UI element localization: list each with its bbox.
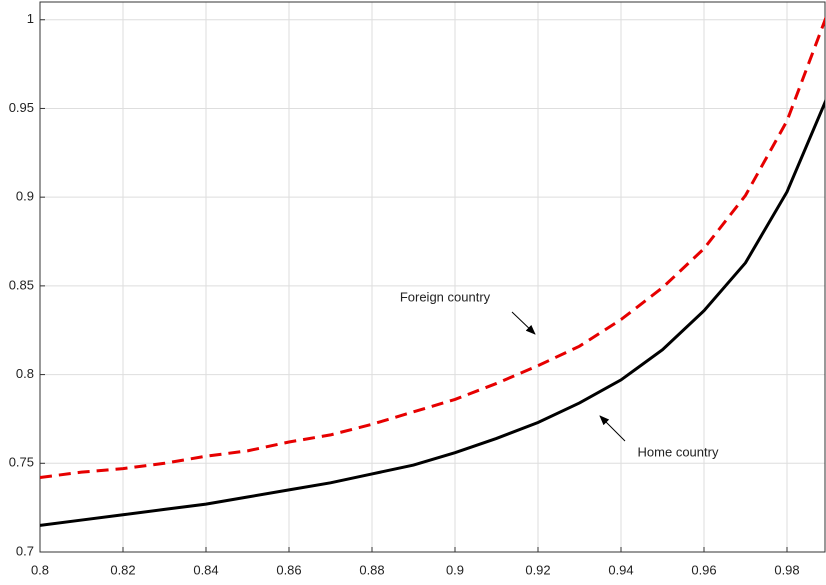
series-line (40, 98, 825, 527)
y-tick-label: 1 (27, 11, 34, 26)
annotation: Home country (638, 444, 719, 459)
y-tick-label: 0.7 (16, 543, 34, 558)
x-tick-label: 0.96 (691, 562, 716, 577)
y-tick-label: 0.75 (9, 455, 34, 470)
x-tick-label: 0.88 (359, 562, 384, 577)
annotation-arrow (511, 311, 536, 335)
y-tick-label: 0.9 (16, 189, 34, 204)
x-tick-label: 0.92 (525, 562, 550, 577)
y-tick-label: 0.8 (16, 366, 34, 381)
annotation: Foreign country (400, 289, 491, 304)
series-line (40, 15, 825, 479)
x-tick-label: 0.8 (31, 562, 49, 577)
plot-frame (39, 1, 826, 553)
x-tick-label: 0.9 (446, 562, 464, 577)
x-tick-label: 0.98 (774, 562, 799, 577)
x-tick-label: 0.86 (276, 562, 301, 577)
annotation-arrow (599, 415, 626, 442)
x-tick-label: 0.94 (608, 562, 633, 577)
x-tick-label: 0.84 (193, 562, 218, 577)
x-tick-label: 0.82 (110, 562, 135, 577)
y-tick-label: 0.85 (9, 277, 34, 292)
y-tick-label: 0.95 (9, 100, 34, 115)
